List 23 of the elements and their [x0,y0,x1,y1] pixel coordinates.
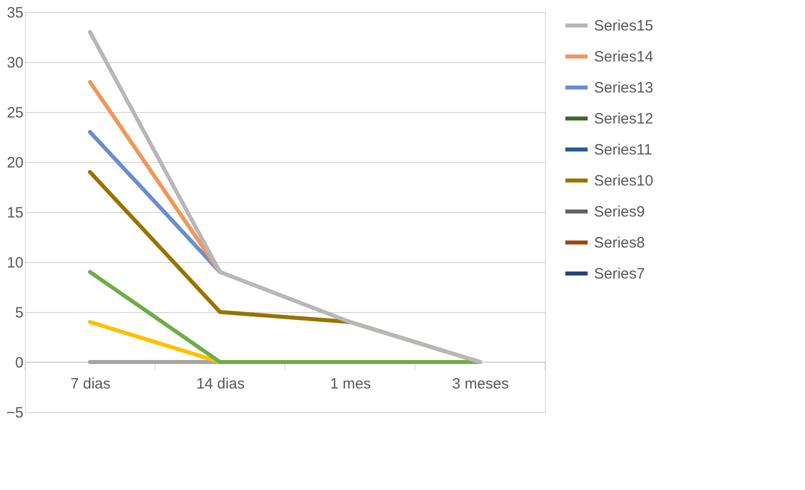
line-series [88,30,482,364]
legend-label: Series7 [594,266,645,282]
legend-label: Series8 [594,234,645,252]
y-tick-label: 10 [6,254,24,272]
legend-label: Series14 [594,48,654,66]
legend-label: Series9 [594,204,645,220]
y-tick-label: 5 [15,304,24,322]
y-tick-label: 35 [6,4,24,22]
x-tick-label: 7 dias [70,376,111,392]
y-tick-label: 25 [6,104,24,122]
y-tick-label: 0 [15,354,24,372]
y-tick-label: 30 [6,54,24,72]
y-tick-label: −5 [6,404,24,422]
legend-label: Series10 [594,172,654,190]
x-tick-label: 3 meses [452,376,509,392]
x-tick-label: 14 dias [196,376,245,392]
legend-label: Series15 [594,18,654,34]
legend-label: Series12 [594,110,654,128]
x-tick-label: 1 mes [330,376,371,392]
legend-label: Series13 [594,80,654,96]
legend-label: Series11 [594,142,652,158]
y-tick-label: 15 [6,204,24,222]
y-tick-label: 20 [6,154,24,172]
